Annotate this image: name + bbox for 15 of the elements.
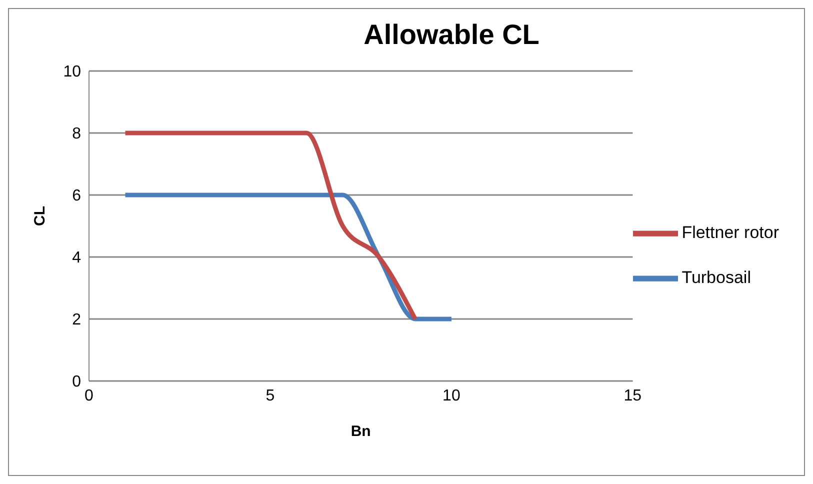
- x-tick-label: 0: [84, 387, 94, 404]
- y-tick-label: 8: [72, 126, 82, 143]
- chart-title: Allowable CL: [362, 18, 540, 51]
- y-tick-label: 0: [72, 374, 82, 391]
- y-axis-title: CL: [31, 206, 48, 226]
- x-tick-label: 10: [442, 387, 460, 404]
- y-tick-label: 2: [72, 312, 82, 329]
- legend-label: Turbosail: [682, 268, 751, 287]
- legend-label: Flettner rotor: [682, 222, 779, 242]
- y-tick-label: 6: [72, 188, 82, 205]
- x-tick-label: 5: [266, 387, 275, 404]
- y-tick-label: 4: [72, 250, 82, 267]
- x-tick-label: 15: [624, 387, 642, 404]
- x-axis-title: Bn: [350, 423, 371, 440]
- y-tick-label: 10: [63, 64, 82, 81]
